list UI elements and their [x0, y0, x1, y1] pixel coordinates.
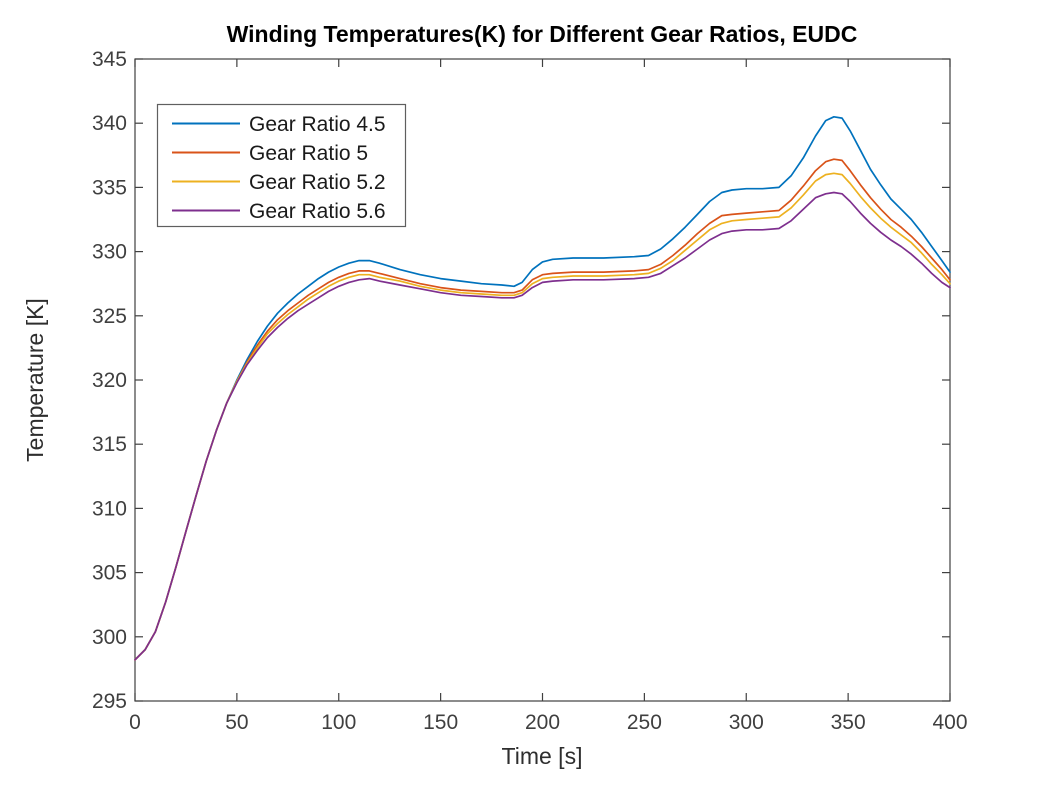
series-line-gear-ratio-5.2 — [134, 172, 951, 661]
y-tick-label: 325 — [92, 305, 127, 328]
y-axis-label: Temperature [K] — [22, 298, 48, 462]
legend-box — [156, 103, 407, 228]
y-tick-label: 345 — [92, 48, 127, 71]
series-line-gear-ratio-5.6 — [134, 191, 951, 661]
x-tick-label: 0 — [129, 711, 141, 734]
axes: 0 50 100 150 200 250 300 350 400 295 300 305 310 315 3… — [92, 48, 968, 734]
legend-item-label: Gear Ratio 5.2 — [249, 171, 386, 194]
chart-title: Winding Temperatures(K) for Different Ge… — [227, 21, 858, 47]
x-tick-label: 100 — [321, 711, 356, 734]
legend-item-label: Gear Ratio 4.5 — [249, 113, 386, 136]
y-tick-label: 340 — [92, 112, 127, 135]
legend: Gear Ratio 4.5 Gear Ratio 5 Gear Ratio 5.2… — [156, 103, 407, 228]
x-tick-label: 300 — [729, 711, 764, 734]
x-tick-label: 350 — [831, 711, 866, 734]
series-line-gear-ratio-4.5 — [134, 115, 951, 661]
y-tick-label: 335 — [92, 176, 127, 199]
x-tick-label: 50 — [225, 711, 248, 734]
y-tick-label: 300 — [92, 626, 127, 649]
x-tick-label: 250 — [627, 711, 662, 734]
legend-item-label: Gear Ratio 5.6 — [249, 200, 386, 223]
series-line-gear-ratio-5 — [134, 158, 951, 661]
legend-item-label: Gear Ratio 5 — [249, 142, 368, 165]
y-tick-label: 295 — [92, 690, 127, 713]
y-tick-label: 330 — [92, 241, 127, 264]
x-tick-label: 200 — [525, 711, 560, 734]
x-axis-label: Time [s] — [502, 743, 583, 769]
x-tick-label: 400 — [932, 711, 967, 734]
y-tick-label: 320 — [92, 369, 127, 392]
series-lines — [134, 115, 951, 661]
y-tick-label: 305 — [92, 562, 127, 585]
y-tick-label: 315 — [92, 433, 127, 456]
x-tick-label: 150 — [423, 711, 458, 734]
y-tick-label: 310 — [92, 497, 127, 520]
